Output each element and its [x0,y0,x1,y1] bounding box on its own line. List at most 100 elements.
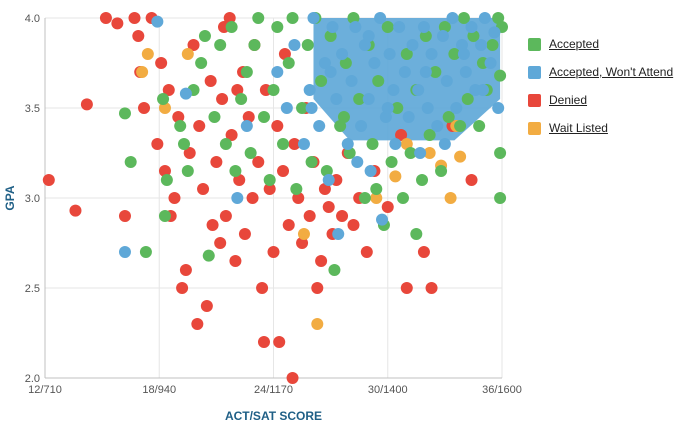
data-point [307,12,320,24]
data-point [271,120,284,132]
data-point [282,57,295,69]
data-points [42,12,508,384]
data-point [297,228,310,240]
data-point [118,210,131,222]
legend-item-wait-listed[interactable]: Wait Listed [528,114,673,142]
data-point [225,129,238,141]
data-point [488,26,501,39]
data-point [339,57,352,69]
data-point [446,12,459,24]
data-point [400,138,413,150]
data-point [178,138,191,150]
data-point [128,12,141,24]
data-point [400,48,413,60]
data-point [174,120,187,132]
data-point [229,255,242,267]
data-point [151,15,164,28]
data-point [240,120,253,132]
legend-label-accepted-wont-attend: Accepted, Won't Attend [549,65,674,79]
data-point [484,57,497,69]
data-point [389,138,402,150]
data-point [336,48,349,60]
data-point [370,192,383,204]
data-point [296,102,309,114]
data-point [288,39,301,51]
data-point [162,84,175,96]
data-point [341,138,354,150]
data-point [118,107,131,120]
data-point [417,246,430,258]
data-point [456,39,469,51]
data-point [374,12,387,24]
data-point [454,120,467,132]
data-point [141,48,154,60]
data-point [132,30,145,42]
data-point [229,165,242,177]
data-point [181,48,194,60]
legend-item-denied[interactable]: Denied [528,86,673,114]
data-point [246,192,259,204]
data-point [465,174,478,186]
data-point [214,39,227,51]
data-point [139,246,152,258]
data-point [406,39,419,51]
data-point [473,120,486,132]
data-point [257,111,270,123]
data-point [393,21,406,33]
data-point [358,39,371,51]
data-point [465,21,478,33]
data-point [419,30,432,42]
legend-item-accepted-wont-attend[interactable]: Accepted, Won't Attend [528,58,673,86]
data-point [435,165,448,177]
x-tick-label: 12/710 [28,384,62,396]
data-point [448,48,461,60]
axes [44,18,502,379]
y-axis-title: GPA [3,185,17,210]
data-point [271,66,284,78]
data-point [263,174,276,186]
data-point [193,120,206,132]
data-point [219,210,232,222]
data-point [305,156,318,168]
data-point [494,69,507,82]
legend-item-accepted[interactable]: Accepted [528,30,673,58]
data-point [197,183,210,195]
data-point [216,93,229,105]
data-point [179,264,192,276]
data-point [290,183,303,195]
data-point [366,138,379,150]
data-point [454,150,467,163]
data-point [400,282,413,294]
data-point [391,102,404,114]
data-point [278,48,291,60]
data-point [404,147,417,159]
data-point [263,183,276,195]
data-point [256,282,269,294]
data-point [402,111,415,123]
y-tick-label: 2.0 [25,373,40,385]
data-point [80,98,93,111]
data-point [248,39,261,51]
y-tick-label: 3.0 [25,193,40,205]
data-point [370,183,383,195]
data-point [457,48,470,60]
data-point [151,138,164,150]
data-point [476,84,489,96]
data-point [322,201,335,213]
data-point [231,84,244,96]
data-point [320,165,333,177]
data-point [267,246,280,258]
y-tick-label: 2.5 [25,283,40,295]
data-point [176,282,189,294]
data-point [376,213,389,226]
data-point [252,156,265,168]
data-point [444,192,457,204]
data-point [301,39,314,51]
x-tick-label: 24/1170 [254,384,293,396]
data-point [362,93,375,105]
data-point [191,318,204,330]
data-point [410,228,423,240]
data-point [324,66,337,78]
x-axis-title: ACT/SAT SCORE [225,409,322,423]
